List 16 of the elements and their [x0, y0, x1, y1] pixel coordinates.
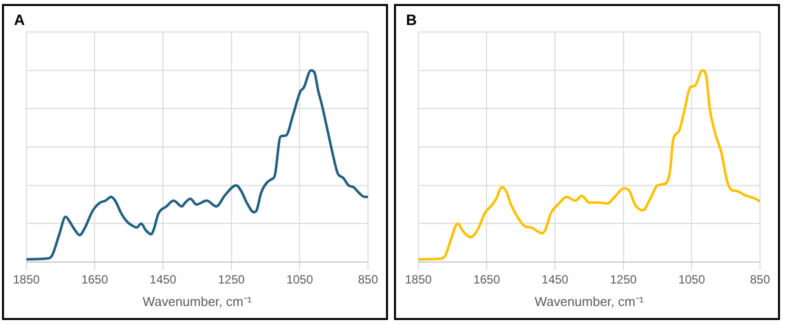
x-tick-label: 1850 — [404, 272, 432, 287]
x-tick-label: 1050 — [286, 272, 314, 287]
x-tick-label: 1450 — [542, 272, 569, 287]
x-axis-title: Wavenumber, cm⁻¹ — [142, 294, 252, 309]
chart-title: B — [406, 12, 417, 30]
x-tick-label: 1650 — [81, 272, 108, 287]
x-tick-label: 1250 — [610, 272, 638, 287]
x-tick-label: 1050 — [678, 272, 706, 287]
x-tick-label: 1850 — [12, 272, 40, 287]
chart-title: A — [14, 12, 25, 30]
x-axis-title: Wavenumber, cm⁻¹ — [534, 294, 644, 309]
x-tick-label: 1650 — [473, 272, 500, 287]
x-tick-label: 850 — [358, 272, 378, 287]
x-tick-label: 1450 — [150, 272, 177, 287]
x-tick-label: 850 — [750, 272, 770, 287]
x-tick-label: 1250 — [218, 272, 246, 287]
